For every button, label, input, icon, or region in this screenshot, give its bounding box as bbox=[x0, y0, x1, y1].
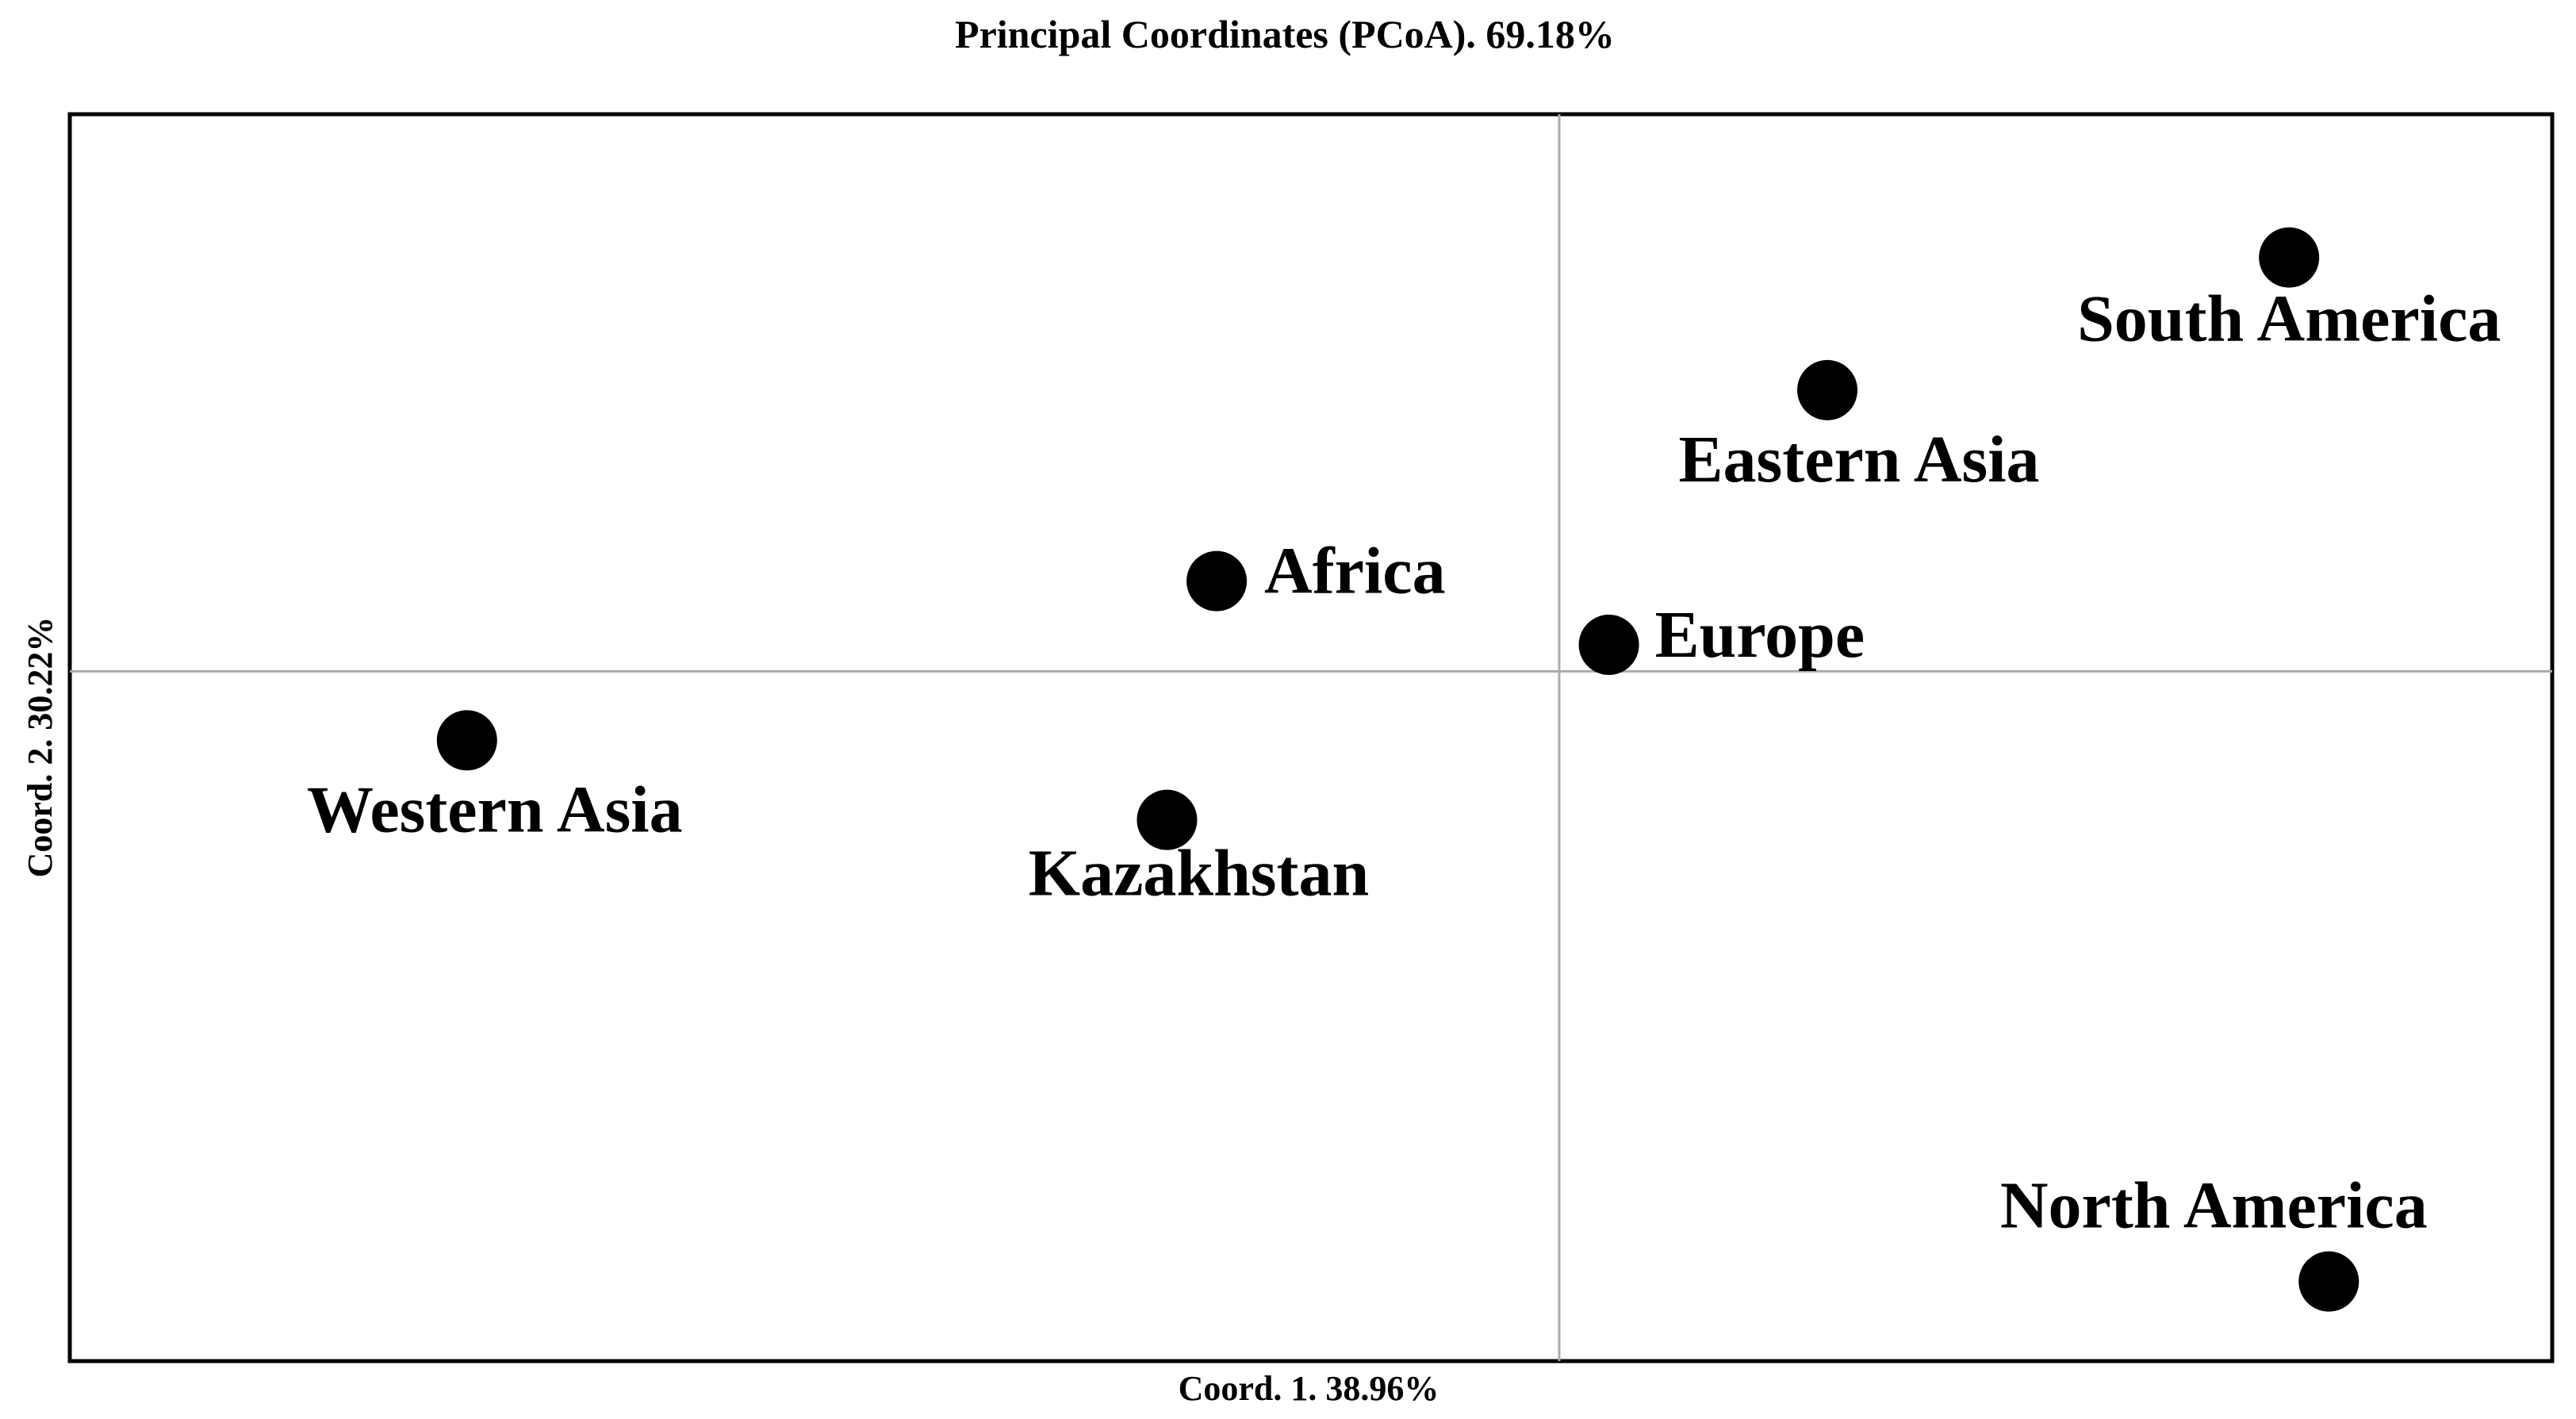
point-label-africa: Africa bbox=[1264, 535, 1446, 608]
point-label-europe: Europe bbox=[1655, 598, 1865, 672]
point-label-kazakhstan: Kazakhstan bbox=[1029, 837, 1369, 911]
points-layer: South America Eastern Asia Africa Europe Wes… bbox=[307, 227, 2501, 1312]
point-label-north-america: North America bbox=[2000, 1169, 2428, 1243]
chart-title: Principal Coordinates (PCoA). 69.18% bbox=[955, 12, 1615, 56]
point-label-south-america: South America bbox=[2077, 282, 2501, 356]
point-label-western-asia: Western Asia bbox=[307, 773, 683, 846]
plot-frame bbox=[67, 112, 2555, 1363]
point-label-eastern-asia: Eastern Asia bbox=[1679, 423, 2040, 497]
y-axis-label: Coord. 2. 30.22% bbox=[21, 617, 59, 878]
point-south-america bbox=[2259, 227, 2320, 288]
point-africa bbox=[1186, 550, 1248, 612]
point-eastern-asia bbox=[1797, 359, 1858, 420]
point-europe bbox=[1578, 614, 1639, 675]
point-north-america bbox=[2298, 1251, 2359, 1312]
x-axis-label: Coord. 1. 38.96% bbox=[1179, 1369, 1439, 1408]
point-western-asia bbox=[436, 710, 497, 771]
point-kazakhstan bbox=[1137, 789, 1198, 850]
